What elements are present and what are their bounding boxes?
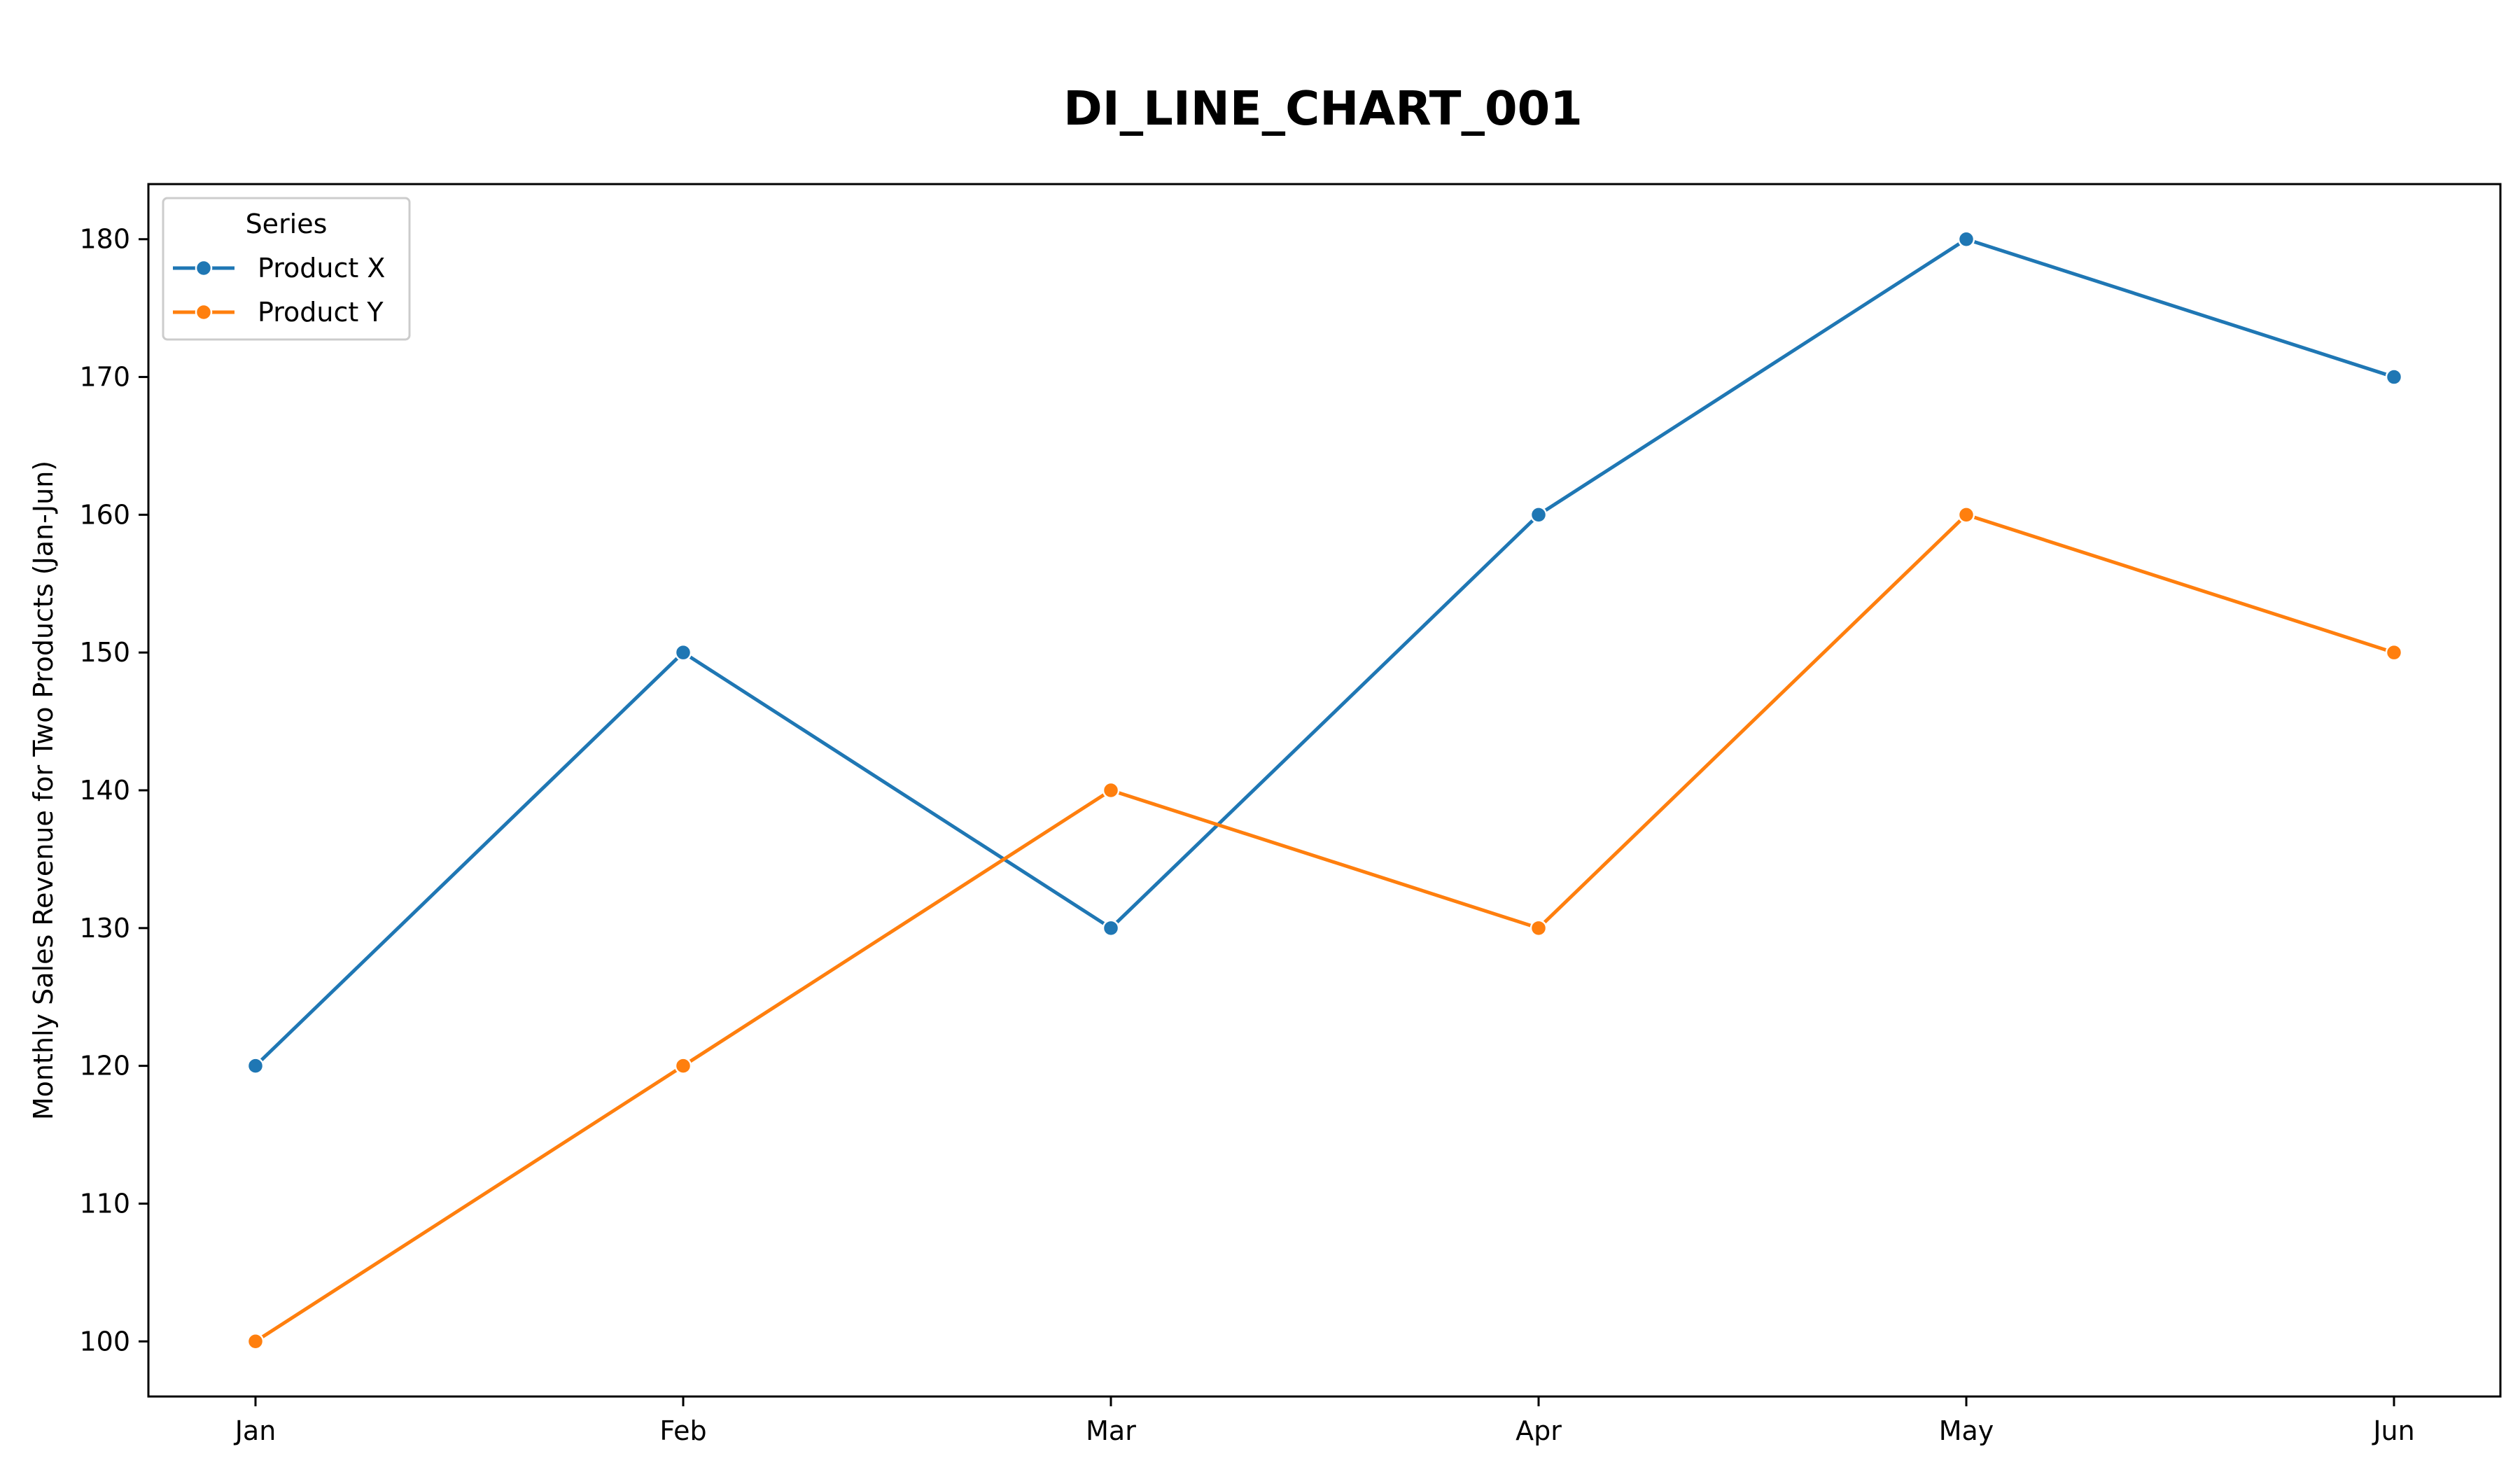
legend-marker	[195, 303, 213, 321]
data-point	[1530, 506, 1548, 524]
plot-area: 100 110 120 130 140 150 160 170 180 Jan Feb Mar Apr…	[79, 183, 2502, 1446]
x-tick-label: May	[1939, 1415, 1994, 1446]
y-tick-label: 150	[79, 637, 130, 668]
data-point	[1530, 919, 1548, 937]
data-point	[1102, 919, 1120, 937]
series-1	[246, 230, 2403, 1074]
series-line	[253, 237, 2397, 1069]
series-layer	[246, 230, 2403, 1350]
legend-label: Product Y	[258, 297, 384, 328]
y-axis: 100 110 120 130 140 150 160 170 180	[79, 224, 148, 1357]
y-tick-label: 110	[79, 1188, 130, 1219]
y-tick-label: 170	[79, 362, 130, 393]
data-point	[246, 1057, 265, 1074]
legend-entries: Product X Product Y	[173, 253, 385, 328]
x-tick-label: Feb	[659, 1415, 706, 1446]
data-point	[246, 1333, 265, 1350]
data-point	[1957, 506, 1975, 524]
data-point	[2385, 368, 2403, 386]
data-point	[1957, 230, 1975, 248]
y-tick-label: 160	[79, 499, 130, 530]
legend-entry: Product Y	[173, 297, 384, 328]
x-tick-label: Jun	[2372, 1415, 2414, 1446]
series-line	[253, 512, 2397, 1344]
series-2	[246, 506, 2403, 1350]
legend-title: Series	[246, 209, 328, 239]
data-point	[1102, 781, 1120, 799]
y-tick-label: 100	[79, 1326, 130, 1357]
x-tick-label: Mar	[1086, 1415, 1136, 1446]
y-tick-label: 180	[79, 224, 130, 255]
y-tick-label: 140	[79, 775, 130, 806]
legend-marker	[195, 259, 213, 277]
data-point	[674, 1057, 692, 1074]
data-point	[674, 643, 692, 662]
legend-entry: Product X	[173, 253, 385, 284]
y-tick-label: 130	[79, 913, 130, 944]
legend-label: Product X	[258, 253, 385, 284]
x-axis: Jan Feb Mar Apr May Jun	[234, 1396, 2415, 1446]
chart-title: DI_LINE_CHART_001	[1063, 81, 1583, 136]
x-tick-label: Apr	[1516, 1415, 1562, 1446]
x-tick-label: Jan	[234, 1415, 276, 1446]
plot-frame	[147, 183, 2502, 1398]
y-axis-label: Monthly Sales Revenue for Two Products (…	[28, 461, 59, 1120]
legend-box	[162, 197, 411, 341]
legend: Series Product X Product Y	[162, 197, 411, 341]
data-point	[2385, 643, 2403, 662]
y-tick-label: 120	[79, 1051, 130, 1082]
